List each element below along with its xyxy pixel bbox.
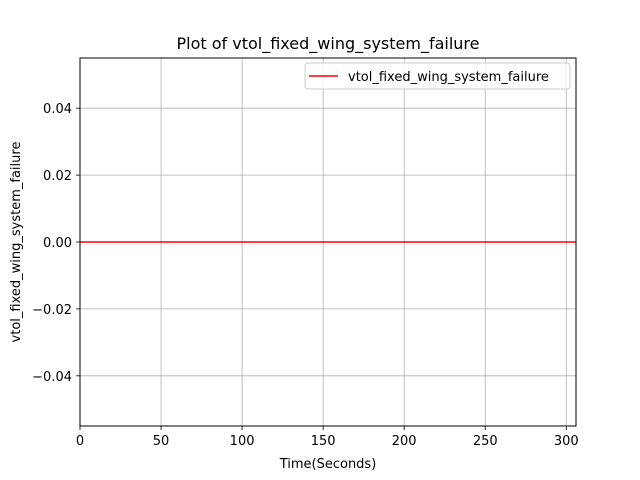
- x-tick-label: 50: [153, 434, 170, 449]
- y-tick-label: 0.04: [43, 102, 72, 117]
- legend-box: [304, 62, 571, 90]
- y-axis-label: vtol_fixed_wing_system_failure: [9, 142, 24, 343]
- y-tick-label: 0.02: [43, 169, 72, 184]
- y-tick-label: 0.00: [43, 236, 72, 251]
- y-axis: −0.04 −0.02 0.00 0.02 0.04: [32, 102, 80, 385]
- x-tick-label: 150: [311, 434, 336, 449]
- x-tick-label: 200: [392, 434, 417, 449]
- chart-title: Plot of vtol_fixed_wing_system_failure: [177, 34, 480, 54]
- legend: vtol_fixed_wing_system_failure: [304, 62, 571, 90]
- x-axis: 0 50 100 150 200 250 300: [76, 426, 579, 449]
- x-tick-label: 250: [473, 434, 498, 449]
- x-tick-label: 100: [230, 434, 255, 449]
- y-tick-label: −0.02: [32, 303, 72, 318]
- x-axis-label: Time(Seconds): [279, 457, 377, 472]
- legend-entry: vtol_fixed_wing_system_failure: [348, 70, 549, 85]
- x-tick-label: 0: [76, 434, 84, 449]
- y-tick-label: −0.04: [32, 370, 72, 385]
- x-tick-label: 300: [554, 434, 579, 449]
